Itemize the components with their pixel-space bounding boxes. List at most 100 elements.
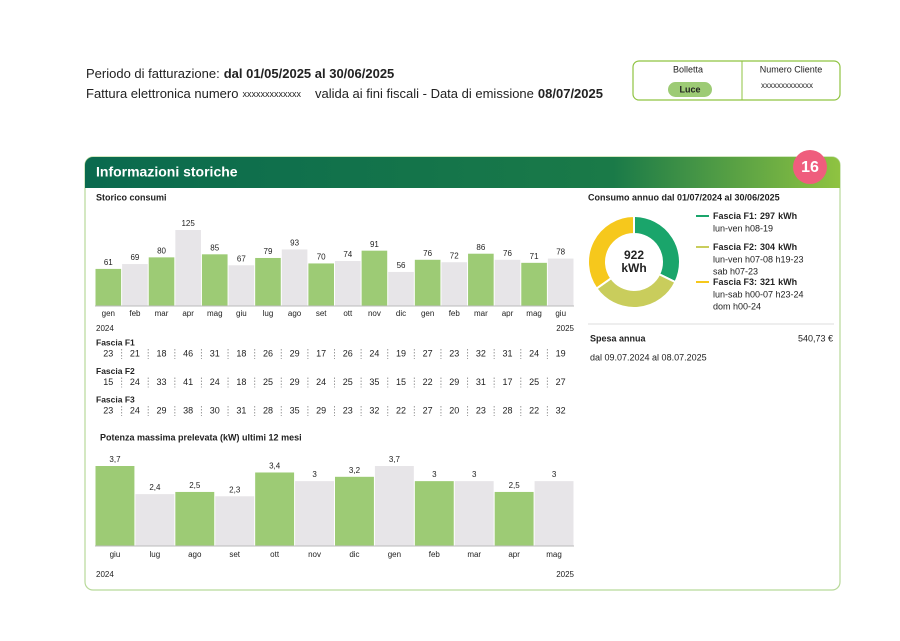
bar — [374, 466, 414, 546]
table-cell: 23 — [343, 405, 353, 415]
bar — [414, 259, 441, 306]
x-tick-label: apr — [502, 309, 514, 318]
table-cell: 32 — [369, 405, 379, 415]
legend-description: lun-sab h00-07 h23-24 — [713, 289, 804, 299]
value-label: 76 — [423, 249, 432, 258]
x-tick-label: apr — [182, 309, 194, 318]
value-label: 91 — [370, 240, 379, 249]
bar — [201, 254, 228, 306]
x-tick-label: apr — [508, 550, 520, 559]
value-label: 3 — [552, 470, 557, 479]
section-title: Informazioni storiche — [96, 164, 238, 180]
bar — [255, 257, 281, 306]
bar — [135, 494, 175, 546]
x-tick-label: giu — [110, 550, 121, 559]
bill-type: Luce — [679, 84, 700, 94]
table-cell: 27 — [556, 377, 566, 387]
bar — [441, 262, 468, 306]
bar — [95, 466, 135, 546]
legend-description: lun-ven h08-19 — [713, 223, 773, 233]
table-cell: 24 — [316, 377, 326, 387]
value-label: 61 — [104, 258, 113, 267]
table-cell: 33 — [157, 377, 167, 387]
panel-header — [85, 157, 840, 188]
year-label: 2024 — [96, 324, 114, 333]
table-cell: 24 — [529, 348, 539, 358]
legend-label: Fascia F2: 304 kWh — [713, 242, 797, 252]
value-label: 71 — [530, 252, 539, 261]
bar — [361, 250, 388, 306]
table-cell: 29 — [157, 405, 167, 415]
x-tick-label: dic — [396, 309, 406, 318]
bar — [547, 258, 574, 306]
table-cell: 24 — [130, 377, 140, 387]
invoice-label: Fattura elettronica numero — [86, 86, 238, 101]
spending-amount: 540,73 € — [798, 333, 833, 343]
x-tick-label: feb — [129, 309, 141, 318]
bar — [414, 481, 454, 546]
x-tick-label: nov — [308, 550, 321, 559]
period-label: Periodo di fatturazione: — [86, 66, 220, 81]
table-row-label: Fascia F2 — [96, 366, 135, 376]
legend-name: Fascia F3: — [713, 277, 757, 287]
table-row-label: Fascia F3 — [96, 394, 135, 404]
info-box — [632, 60, 841, 101]
table-cell: 28 — [502, 405, 512, 415]
x-tick-label: ago — [288, 309, 302, 318]
table-cell: 24 — [369, 348, 379, 358]
table-cell: 23 — [476, 405, 486, 415]
table-cell: 25 — [263, 377, 273, 387]
x-tick-label: lug — [150, 550, 161, 559]
table-cell: 23 — [449, 348, 459, 358]
table-cell: 35 — [290, 405, 300, 415]
period-line: Periodo di fatturazione: dal 01/05/2025 a… — [86, 66, 394, 81]
x-tick-label: mar — [467, 550, 481, 559]
spending-label: Spesa annua — [590, 333, 647, 343]
donut-segment — [587, 214, 635, 290]
value-label: 80 — [157, 246, 166, 255]
period: dal 01/05/2025 al 30/06/2025 — [224, 66, 395, 81]
bar — [175, 230, 201, 306]
legend-description: sab h07-23 — [713, 266, 758, 276]
chart-title: Potenza massima prelevata (kW) ultimi 12… — [100, 432, 302, 442]
donut-total: 922 — [624, 248, 644, 262]
table-cell: 18 — [236, 348, 246, 358]
value-label: 3,7 — [109, 455, 121, 464]
value-label: 2,4 — [149, 483, 161, 492]
x-tick-label: mag — [207, 309, 223, 318]
bar — [122, 264, 148, 306]
pill — [668, 82, 712, 97]
year-label: 2024 — [96, 570, 114, 579]
year-label: 2025 — [556, 570, 574, 579]
legend-label: Fascia F3: 321 kWh — [713, 277, 797, 287]
value-label: 2,3 — [229, 485, 241, 494]
invoice-number: xxxxxxxxxxxxx — [242, 89, 301, 99]
x-tick-label: nov — [368, 309, 381, 318]
table-cell: 25 — [529, 377, 539, 387]
table-cell: 31 — [502, 348, 512, 358]
value-label: 3,7 — [389, 455, 401, 464]
bill-label: Bolletta — [673, 64, 703, 74]
table-cell: 24 — [130, 405, 140, 415]
table-cell: 29 — [290, 348, 300, 358]
bar — [175, 491, 215, 546]
legend-unit: kWh — [778, 242, 797, 252]
spending-period: dal 09.07.2024 al 08.07.2025 — [590, 352, 707, 362]
bar — [468, 253, 494, 306]
table-cell: 19 — [556, 348, 566, 358]
chart-title: Consumo annuo dal 01/07/2024 al 30/06/20… — [588, 192, 780, 202]
bar — [295, 481, 334, 546]
table-cell: 31 — [476, 377, 486, 387]
x-tick-label: set — [229, 550, 240, 559]
legend-description: dom h00-24 — [713, 301, 761, 311]
table-cell: 24 — [210, 377, 220, 387]
table-cell: 30 — [210, 405, 220, 415]
table-cell: 15 — [103, 377, 113, 387]
table-cell: 17 — [316, 348, 326, 358]
table-cell: 27 — [423, 405, 433, 415]
bar — [335, 261, 361, 306]
value-label: 76 — [503, 249, 512, 258]
table-cell: 22 — [529, 405, 539, 415]
table-cell: 26 — [263, 348, 273, 358]
issue-date: 08/07/2025 — [538, 86, 603, 101]
